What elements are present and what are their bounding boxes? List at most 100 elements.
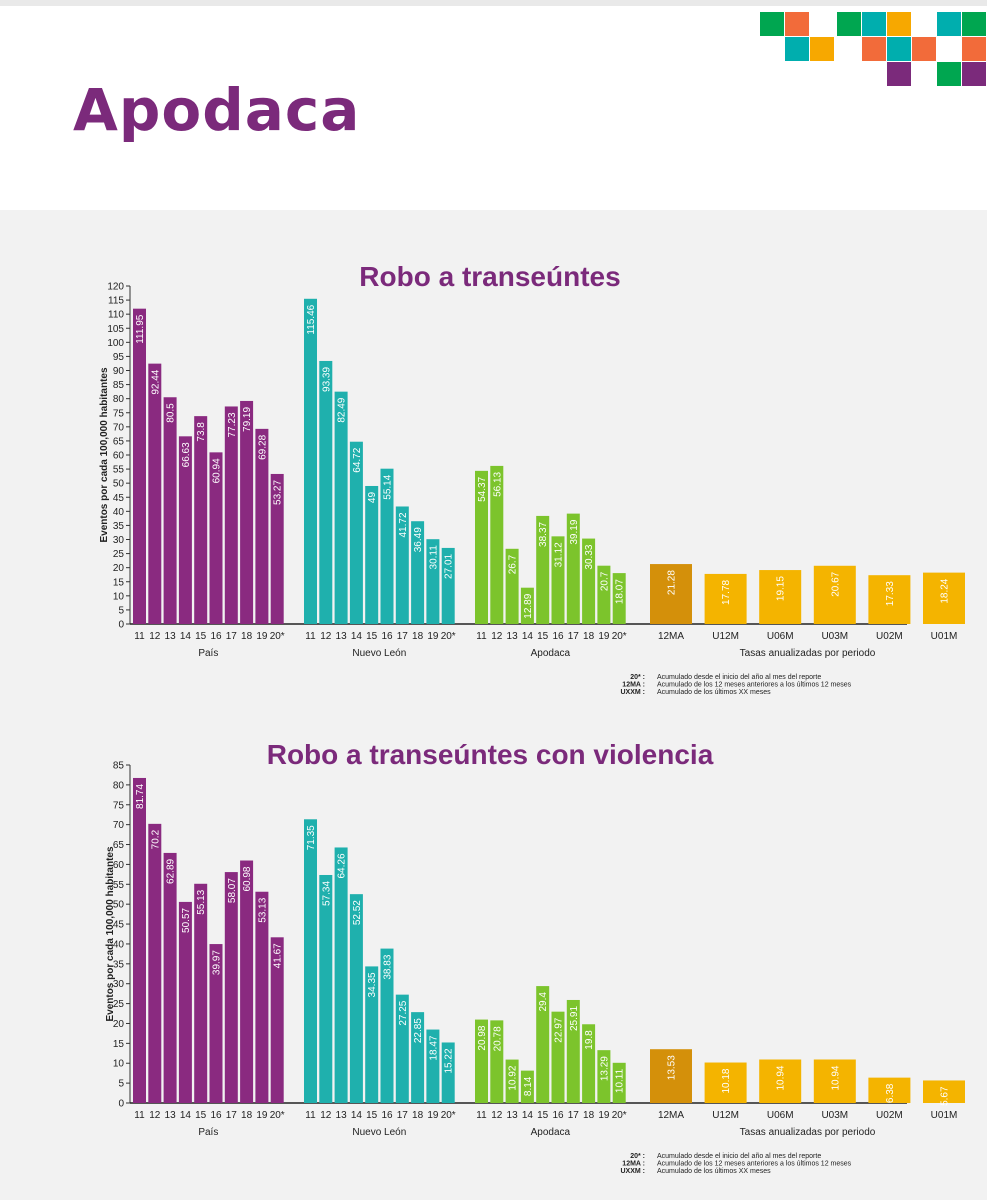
y-tick-label: 20 xyxy=(113,1019,125,1030)
bar xyxy=(334,391,348,624)
bar-value-label: 53.13 xyxy=(257,897,268,922)
x-tick-label: 18 xyxy=(583,1110,595,1121)
bar xyxy=(178,436,192,624)
y-tick-label: 70 xyxy=(113,422,125,433)
bar xyxy=(319,874,333,1103)
bar xyxy=(426,1029,440,1103)
bar-value-label: 73.8 xyxy=(196,422,207,442)
x-tick-label: 18 xyxy=(412,1110,424,1121)
mosaic-square xyxy=(887,12,911,36)
x-tick-label: 15 xyxy=(366,631,378,642)
bar-value-label: 92.44 xyxy=(150,369,161,394)
x-tick-label: 12 xyxy=(149,631,161,642)
x-tick-label: 20* xyxy=(441,1110,456,1121)
bar-value-label: 93.39 xyxy=(321,367,332,392)
bar-value-label: 20.78 xyxy=(492,1026,503,1051)
bar xyxy=(304,298,317,624)
x-tick-label: 16 xyxy=(210,631,222,642)
chart-title: Robo a transeúntes con violencia xyxy=(267,739,714,770)
bar-value-label: 50.57 xyxy=(181,907,192,932)
y-tick-label: 110 xyxy=(108,310,124,321)
footnote-text: Acumulado de los 12 meses anteriores a l… xyxy=(657,1161,852,1168)
x-tick-label: 14 xyxy=(522,631,534,642)
bar xyxy=(270,473,284,624)
bar-value-label: 20.67 xyxy=(830,571,841,596)
bar-value-label: 36.49 xyxy=(413,527,424,552)
bar xyxy=(395,994,409,1103)
bar-value-label: 57.34 xyxy=(321,881,332,906)
y-tick-label: 10 xyxy=(113,591,125,602)
x-tick-label: U01M xyxy=(931,631,958,642)
x-tick-label: 12 xyxy=(491,1110,503,1121)
series-group-2: 54.37 11 56.13 12 26.7 13 12.89 14 38.37 15 31.12 1… xyxy=(475,465,627,659)
bar-value-label: 62.89 xyxy=(166,858,177,883)
y-axis-label: Eventos por cada 100,000 habitantes xyxy=(105,846,116,1022)
bar-value-label: 80.5 xyxy=(166,403,177,423)
bar-value-label: 77.23 xyxy=(227,412,238,437)
bar-value-label: 15.22 xyxy=(444,1048,455,1073)
bar-value-label: 18.07 xyxy=(615,579,626,604)
x-tick-label: U02M xyxy=(876,1110,903,1121)
x-tick-label: 11 xyxy=(134,1110,145,1121)
bar xyxy=(475,470,488,624)
bar-value-label: 54.37 xyxy=(477,476,488,501)
bar xyxy=(365,485,379,624)
x-tick-label: 19 xyxy=(256,631,268,642)
x-tick-label: 14 xyxy=(351,631,363,642)
x-tick-label: 13 xyxy=(165,1110,177,1121)
bar xyxy=(597,565,611,624)
y-tick-label: 45 xyxy=(113,920,125,931)
bar-value-label: 13.29 xyxy=(599,1056,610,1081)
bar xyxy=(194,883,208,1103)
footnote-text: Acumulado de los últimos XX meses xyxy=(657,689,771,696)
bar xyxy=(759,570,802,624)
bar-value-label: 10.94 xyxy=(776,1065,787,1090)
bar xyxy=(395,506,409,624)
bar xyxy=(319,360,333,624)
group-label: País xyxy=(198,1127,218,1138)
bar-value-label: 55.13 xyxy=(196,889,207,914)
x-tick-label: 17 xyxy=(397,1110,409,1121)
bar-value-label: 81.74 xyxy=(135,784,146,809)
x-tick-label: 14 xyxy=(180,631,192,642)
x-tick-label: 16 xyxy=(381,1110,393,1121)
x-tick-label: 18 xyxy=(583,631,595,642)
bar xyxy=(597,1050,611,1103)
x-tick-label: 15 xyxy=(195,631,207,642)
bar xyxy=(490,465,504,624)
x-tick-label: 13 xyxy=(507,631,519,642)
mosaic-square xyxy=(785,12,809,36)
bar-value-label: 21.28 xyxy=(667,570,678,595)
x-tick-label: 11 xyxy=(305,631,316,642)
x-tick-label: 13 xyxy=(165,631,177,642)
x-tick-label: 12 xyxy=(149,1110,161,1121)
y-tick-label: 100 xyxy=(107,338,124,349)
bar xyxy=(209,452,223,624)
bar-value-label: 52.52 xyxy=(352,900,363,925)
bar xyxy=(334,847,348,1103)
group-label: Tasas anualizadas por periodo xyxy=(740,648,876,659)
bar-value-label: 56.13 xyxy=(492,471,503,496)
mosaic-square xyxy=(862,12,886,36)
bar xyxy=(240,860,254,1103)
y-tick-label: 25 xyxy=(113,549,125,560)
bar-value-label: 38.37 xyxy=(538,521,549,546)
y-tick-label: 60 xyxy=(113,860,125,871)
y-tick-label: 15 xyxy=(113,1039,125,1050)
bar xyxy=(255,428,269,624)
bar xyxy=(759,1059,802,1103)
bar-value-label: 41.72 xyxy=(398,512,409,537)
footnote-text: Acumulado de los últimos XX meses xyxy=(657,1168,771,1175)
y-tick-label: 40 xyxy=(113,939,125,950)
x-tick-label: 12MA xyxy=(658,1110,684,1121)
x-tick-label: U03M xyxy=(821,1110,848,1121)
mosaic-square xyxy=(962,37,986,61)
bar-value-label: 64.72 xyxy=(352,447,363,472)
group-label: Tasas anualizadas por periodo xyxy=(740,1127,876,1138)
bar-value-label: 30.11 xyxy=(428,545,439,570)
bar-value-label: 60.94 xyxy=(212,458,223,483)
x-tick-label: 19 xyxy=(427,1110,439,1121)
bar xyxy=(923,572,965,624)
footnote-text: Acumulado de los 12 meses anteriores a l… xyxy=(657,682,852,689)
y-tick-label: 115 xyxy=(108,296,124,307)
